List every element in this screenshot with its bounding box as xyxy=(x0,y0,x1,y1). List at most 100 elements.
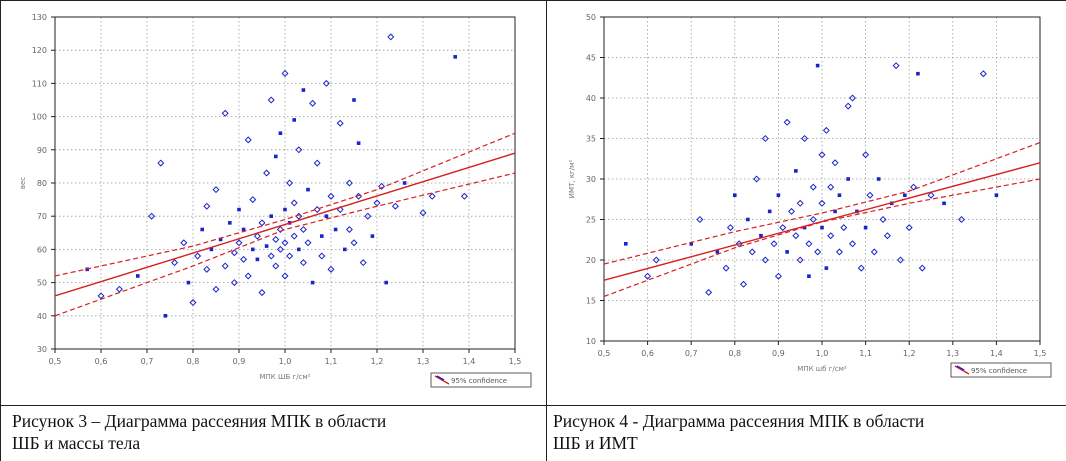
data-point xyxy=(863,225,868,230)
scatter-chart-bmi: 0,5 0,6 0,7 0,8 0,9 1,0 1,1 1,2 1,3 1,4 1,5 10 15 20 2… xyxy=(568,13,1052,378)
data-point xyxy=(387,33,395,41)
x-tick-label: 1,0 xyxy=(816,349,829,358)
data-point xyxy=(235,239,243,247)
data-point xyxy=(770,240,778,248)
data-point xyxy=(203,202,211,210)
data-point xyxy=(857,264,865,272)
x-tick-label: 0,7 xyxy=(685,349,698,358)
data-point xyxy=(292,118,296,122)
data-point xyxy=(794,169,798,173)
y-tick-label: 40 xyxy=(37,312,47,321)
data-point xyxy=(822,126,830,134)
data-point xyxy=(286,252,294,260)
confidence-band-lower xyxy=(55,172,515,317)
data-point xyxy=(892,62,900,70)
data-point xyxy=(306,187,310,192)
data-point xyxy=(241,227,246,232)
data-point xyxy=(333,227,338,232)
table-border-left xyxy=(0,0,1,461)
data-point xyxy=(258,289,266,297)
plot-area xyxy=(604,62,1040,298)
legend-box xyxy=(430,372,532,388)
legend-line-swatch xyxy=(954,365,970,375)
data-point xyxy=(776,193,781,197)
data-point xyxy=(290,232,298,240)
data-point xyxy=(290,199,298,207)
y-tick-label: 80 xyxy=(37,179,47,188)
data-point xyxy=(240,255,248,263)
x-axis-label: МПК ШБ г/см² xyxy=(260,373,311,381)
data-point xyxy=(286,179,294,187)
chart-cell-left: 0,5 0,6 0,7 0,8 0,9 1,0 1,1 1,2 1,3 1,4 1,5 30 40 50 6… xyxy=(1,1,546,405)
data-point xyxy=(767,209,772,214)
legend-point-swatch xyxy=(956,365,965,371)
y-tick-label: 10 xyxy=(586,337,596,346)
x-tick-label: 1,1 xyxy=(859,349,872,358)
data-point xyxy=(831,159,839,167)
data-point xyxy=(958,215,966,224)
data-point xyxy=(876,177,881,181)
data-point xyxy=(228,221,232,225)
data-point xyxy=(787,207,795,215)
data-point xyxy=(796,256,804,264)
data-point xyxy=(283,207,287,212)
data-point xyxy=(212,186,220,194)
legend-line-swatch xyxy=(434,375,450,385)
legend-label: 95% confidence xyxy=(971,367,1027,375)
data-point xyxy=(200,227,204,232)
caption-right-line1: Рисунок 4 - Диаграмма рассеяния МПК в об… xyxy=(553,411,925,431)
data-point xyxy=(272,235,280,243)
y-tick-label: 120 xyxy=(32,46,47,55)
data-point xyxy=(805,240,813,248)
data-point xyxy=(460,192,468,200)
x-axis-label: МПК шб г/см² xyxy=(797,365,847,373)
data-point xyxy=(186,280,191,285)
data-point xyxy=(364,212,372,220)
data-point xyxy=(203,265,211,273)
data-point xyxy=(345,179,353,187)
data-point xyxy=(862,151,870,159)
data-point xyxy=(453,55,457,59)
caption-right-line2: ШБ и ИМТ xyxy=(553,433,638,453)
data-point xyxy=(814,248,822,256)
data-point xyxy=(624,242,628,246)
data-point xyxy=(809,215,817,224)
data-point xyxy=(313,159,321,167)
data-point xyxy=(249,196,257,204)
x-tick-label: 0,6 xyxy=(95,357,108,366)
data-point xyxy=(230,279,238,287)
data-point xyxy=(844,102,852,110)
y-tick-label: 45 xyxy=(586,54,596,63)
data-point xyxy=(359,259,367,267)
data-point xyxy=(785,250,789,254)
data-point xyxy=(402,181,407,185)
legend-point-swatch xyxy=(436,375,445,381)
data-point xyxy=(218,237,223,242)
data-point xyxy=(209,247,214,252)
data-point xyxy=(837,193,842,197)
data-point xyxy=(281,239,289,247)
y-axis-label: вес xyxy=(19,177,27,189)
table-border-middle xyxy=(546,0,547,461)
data-point xyxy=(835,248,843,256)
data-point xyxy=(391,202,399,210)
data-point xyxy=(761,134,769,143)
data-point xyxy=(180,239,188,247)
y-tick-label: 90 xyxy=(37,146,47,155)
data-point xyxy=(979,70,987,78)
data-point xyxy=(855,209,859,214)
data-point xyxy=(849,94,857,102)
data-point xyxy=(278,131,283,135)
data-point xyxy=(255,257,260,262)
confidence-band-upper xyxy=(55,132,515,277)
x-tick-label: 0,8 xyxy=(187,357,200,366)
data-point xyxy=(918,264,926,272)
y-tick-label: 30 xyxy=(586,175,596,184)
data-point xyxy=(792,232,800,240)
data-point xyxy=(157,159,165,167)
data-point xyxy=(883,232,891,240)
data-point xyxy=(356,141,361,145)
data-point xyxy=(295,146,303,154)
data-point xyxy=(818,151,826,159)
data-point xyxy=(896,256,904,264)
